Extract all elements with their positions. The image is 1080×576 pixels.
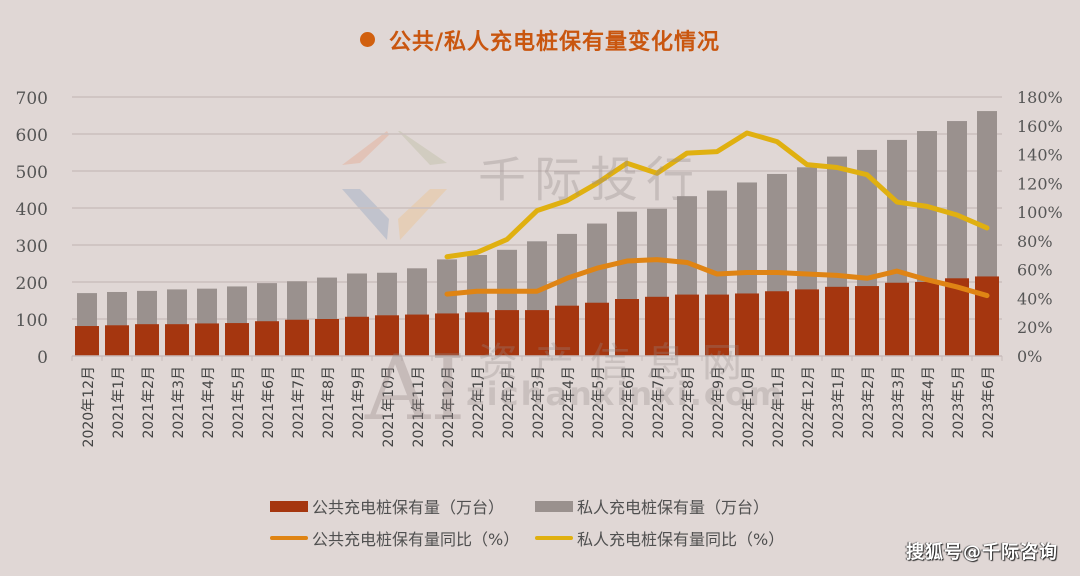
- public-bar: [705, 294, 729, 356]
- brand-watermark: 千际投行: [478, 152, 703, 208]
- logo-watermark-icon: [342, 131, 447, 240]
- x-category-label: 2023年1月: [831, 366, 847, 439]
- y-right-tick: 80%: [1017, 232, 1053, 251]
- x-category-label: 2021年4月: [201, 366, 217, 439]
- line-swatch-icon: [535, 536, 573, 540]
- line-swatch-icon: [270, 536, 308, 540]
- public-bar: [915, 282, 939, 356]
- y-left-tick: 200: [16, 274, 48, 294]
- ai-logo-watermark: AI: [365, 336, 466, 441]
- y-right-tick: 120%: [1017, 174, 1063, 193]
- public-bar: [555, 305, 579, 356]
- bar-swatch-icon: [535, 500, 573, 512]
- x-category-label: 2021年7月: [291, 366, 307, 439]
- y-right-tick: 140%: [1017, 146, 1063, 165]
- x-category-label: 2021年12月: [441, 366, 457, 447]
- chart-title: 公共/私人充电桩保有量变化情况: [0, 24, 1080, 56]
- bullet-icon: [359, 32, 375, 47]
- legend-item-public-count: 公共充电桩保有量（万台）: [270, 494, 535, 518]
- public-bar: [825, 286, 849, 356]
- x-category-label: 2022年12月: [801, 366, 817, 447]
- x-category-label: 2022年6月: [621, 366, 637, 439]
- x-category-label: 2022年9月: [711, 366, 727, 439]
- public-bar: [975, 276, 999, 356]
- x-category-label: 2022年1月: [471, 366, 487, 439]
- y-right-tick: 20%: [1017, 318, 1053, 337]
- x-category-label: 2021年1月: [111, 366, 127, 439]
- x-category-label: 2021年9月: [351, 366, 367, 439]
- x-category-label: 2022年3月: [531, 366, 547, 439]
- x-category-label: 2021年3月: [171, 366, 187, 439]
- legend-item-public-yoy: 公共充电桩保有量同比（%）: [270, 526, 535, 550]
- y-left-tick: 500: [16, 163, 48, 183]
- public-bar: [135, 324, 159, 356]
- x-category-label: 2022年2月: [501, 366, 517, 439]
- public-bar: [735, 293, 759, 356]
- public-bar: [765, 291, 789, 356]
- y-right-tick: 160%: [1017, 117, 1063, 136]
- y-left-tick: 100: [16, 311, 48, 331]
- public-bar: [435, 313, 459, 356]
- y-left-tick: 700: [16, 89, 48, 109]
- y-right-tick: 0%: [1017, 347, 1042, 366]
- public-bar: [525, 310, 549, 356]
- y-left-tick: 300: [16, 237, 48, 257]
- x-category-label: 2023年6月: [981, 366, 997, 439]
- chart-legend: 公共充电桩保有量（万台） 私人充电桩保有量（万台） 公共充电桩保有量同比（%） …: [270, 490, 830, 554]
- x-category-label: 2023年5月: [951, 366, 967, 439]
- x-category-label: 2022年11月: [771, 366, 787, 447]
- bar-swatch-icon: [270, 500, 308, 512]
- y-right-tick: 180%: [1017, 88, 1063, 107]
- y-right-tick: 60%: [1017, 261, 1053, 280]
- public-bar: [855, 286, 879, 356]
- y-left-tick: 0: [37, 348, 48, 368]
- x-category-label: 2020年12月: [81, 366, 97, 447]
- public-bar: [105, 325, 129, 356]
- x-category-label: 2022年4月: [561, 366, 577, 439]
- legend-item-private-yoy: 私人充电桩保有量同比（%）: [535, 526, 800, 550]
- public-bar: [645, 296, 669, 356]
- x-category-label: 2022年10月: [741, 366, 757, 447]
- x-category-label: 2021年8月: [321, 366, 337, 439]
- public-bar: [225, 323, 249, 356]
- y-right-tick: 100%: [1017, 203, 1063, 222]
- site-watermark: 资产信息网: [478, 340, 758, 386]
- public-yoy-line: [444, 257, 990, 299]
- public-bar: [255, 321, 279, 356]
- y-left-tick: 400: [16, 200, 48, 220]
- y-right-tick: 40%: [1017, 289, 1053, 308]
- public-bar: [465, 312, 489, 356]
- legend-item-private-count: 私人充电桩保有量（万台）: [535, 494, 800, 518]
- public-bar: [195, 323, 219, 356]
- x-category-label: 2021年2月: [141, 366, 157, 439]
- public-bar: [345, 316, 369, 356]
- public-bar: [375, 315, 399, 356]
- public-bar: [585, 302, 609, 356]
- x-category-label: 2022年8月: [681, 366, 697, 439]
- x-category-label: 2021年6月: [261, 366, 277, 439]
- public-bar: [495, 310, 519, 356]
- x-category-label: 2022年5月: [591, 366, 607, 439]
- x-category-label: 2022年7月: [651, 366, 667, 439]
- public-bar: [165, 324, 189, 356]
- public-bar: [795, 289, 819, 356]
- public-bar: [315, 319, 339, 356]
- public-bar: [405, 314, 429, 356]
- x-category-label: 2023年4月: [921, 366, 937, 439]
- x-category-label: 2021年10月: [381, 366, 397, 447]
- source-credit: 搜狐号@千际咨询: [906, 542, 1058, 563]
- public-bar: [615, 299, 639, 356]
- x-category-label: 2023年3月: [891, 366, 907, 439]
- url-watermark: zichanxinxi.com: [466, 375, 785, 413]
- y-left-tick: 600: [16, 126, 48, 146]
- public-bar: [285, 319, 309, 356]
- private-yoy-line: [444, 130, 990, 260]
- public-bar: [885, 282, 909, 356]
- public-bar: [675, 294, 699, 356]
- public-bar: [75, 326, 99, 356]
- x-category-label: 2021年11月: [411, 366, 427, 447]
- x-category-label: 2023年2月: [861, 366, 877, 439]
- x-category-label: 2021年5月: [231, 366, 247, 439]
